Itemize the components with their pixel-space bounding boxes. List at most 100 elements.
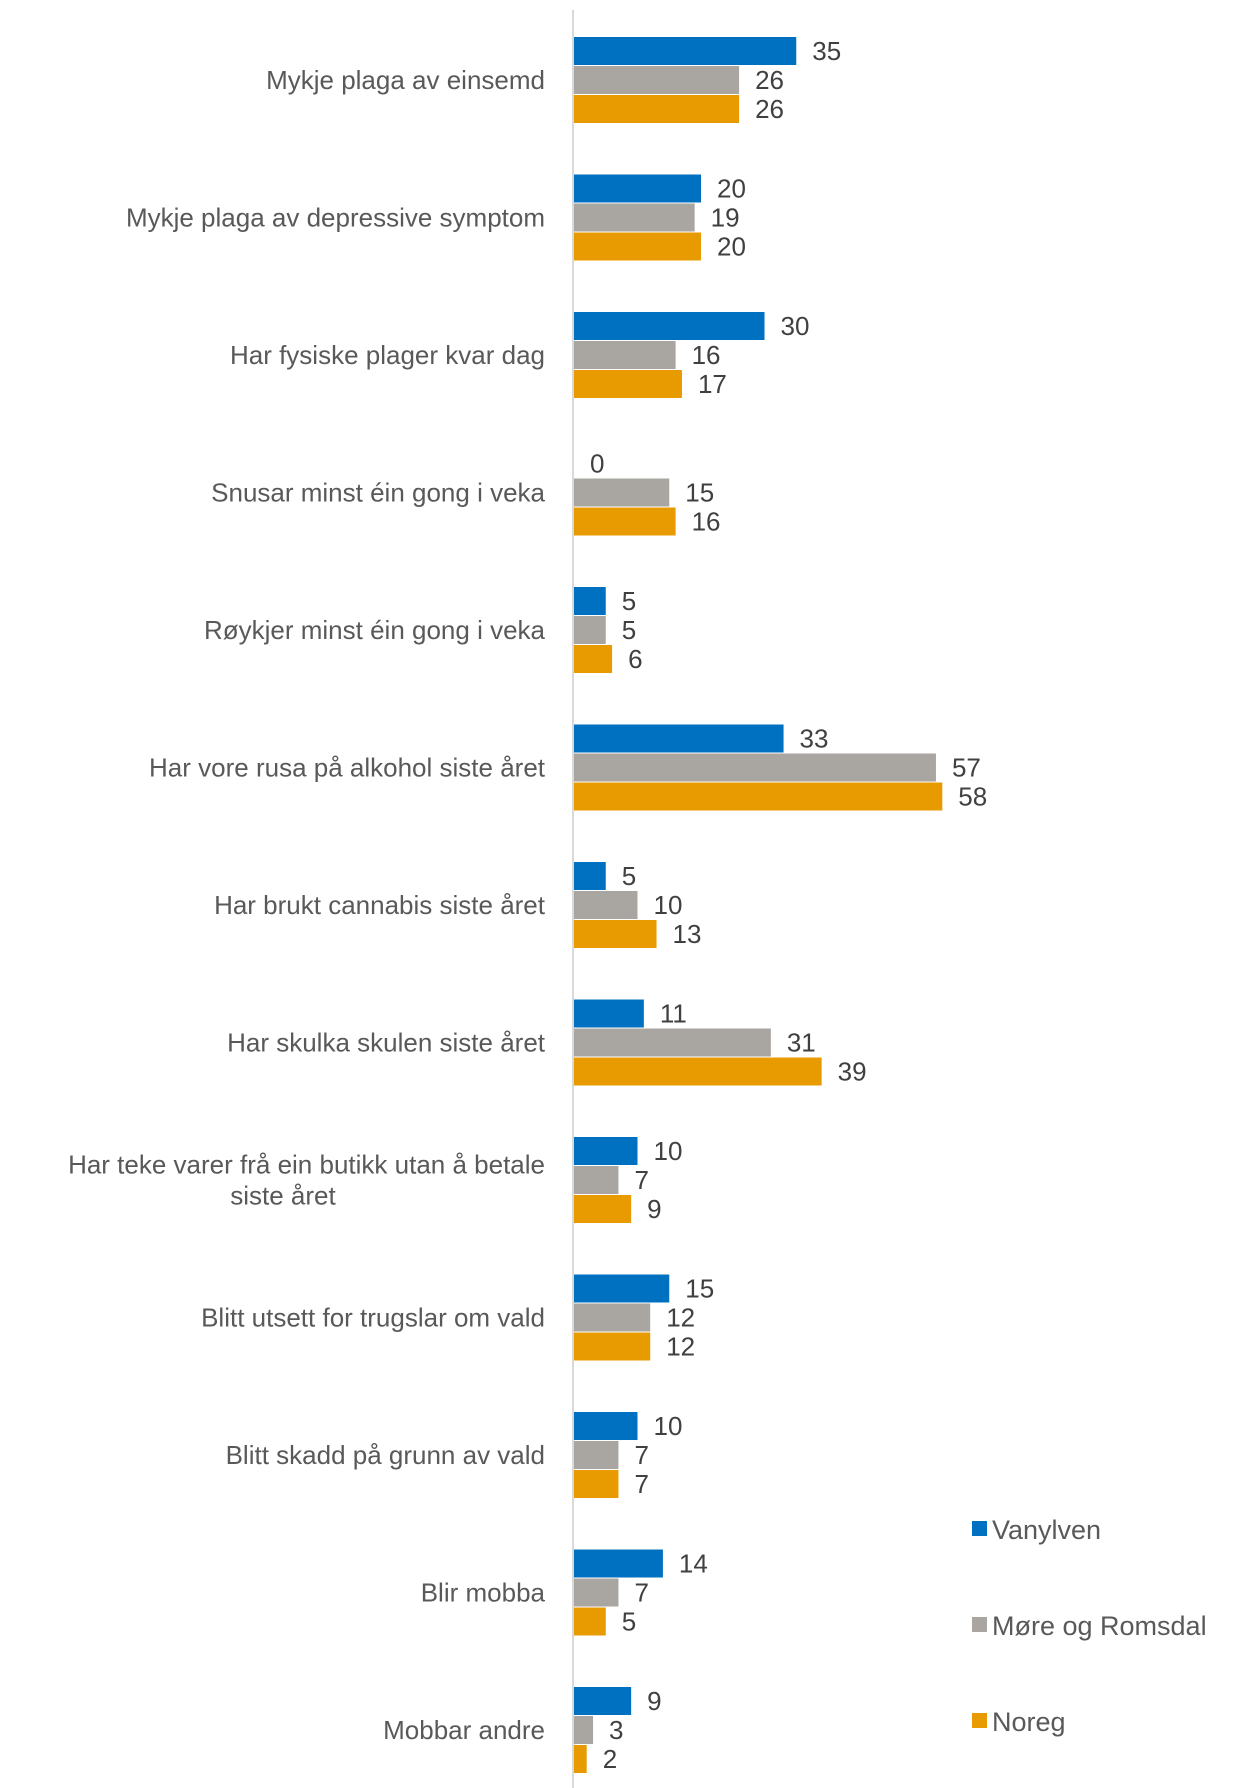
bar-møre-og-romsdal bbox=[574, 1303, 651, 1332]
data-label: 3 bbox=[609, 1715, 623, 1745]
bar-vanylven bbox=[574, 1412, 638, 1440]
data-label: 57 bbox=[952, 753, 981, 783]
category-label: Har skulka skulen siste året bbox=[227, 1028, 546, 1058]
category-label: Har vore rusa på alkohol siste året bbox=[149, 753, 546, 783]
legend-swatch bbox=[972, 1617, 987, 1632]
data-label: 26 bbox=[755, 94, 784, 124]
bar-noreg bbox=[574, 370, 682, 398]
bar-noreg bbox=[574, 645, 613, 673]
data-label: 10 bbox=[654, 890, 683, 920]
data-label: 58 bbox=[958, 782, 987, 812]
bar-møre-og-romsdal bbox=[574, 203, 695, 232]
bar-vanylven bbox=[574, 1274, 670, 1303]
data-label: 9 bbox=[647, 1686, 661, 1716]
bar-vanylven bbox=[574, 312, 765, 340]
category-label-line: Snusar minst éin gong i veka bbox=[211, 478, 545, 508]
bar-noreg bbox=[574, 1470, 619, 1498]
data-label: 0 bbox=[590, 449, 604, 479]
category-label: Har fysiske plager kvar dag bbox=[230, 340, 545, 370]
data-label: 7 bbox=[634, 1165, 648, 1195]
bar-møre-og-romsdal bbox=[574, 1716, 594, 1744]
bar-noreg bbox=[574, 507, 676, 536]
data-label: 20 bbox=[717, 174, 746, 204]
bar-møre-og-romsdal bbox=[574, 478, 670, 507]
data-label: 16 bbox=[692, 507, 721, 537]
bar-vanylven bbox=[574, 862, 606, 890]
category-label: Mobbar andre bbox=[383, 1715, 545, 1745]
category-label-line: Blitt utsett for trugslar om vald bbox=[201, 1303, 545, 1333]
category-label-line: Mykje plaga av depressive symptom bbox=[126, 203, 545, 233]
data-label: 5 bbox=[622, 586, 636, 616]
bar-noreg bbox=[574, 920, 657, 948]
category-label: Mykje plaga av depressive symptom bbox=[126, 203, 545, 233]
bar-noreg bbox=[574, 1607, 606, 1636]
bar-møre-og-romsdal bbox=[574, 1166, 619, 1194]
data-label: 5 bbox=[622, 615, 636, 645]
bar-noreg bbox=[574, 1057, 822, 1086]
bar-møre-og-romsdal bbox=[574, 341, 676, 369]
legend-label: Møre og Romsdal bbox=[992, 1611, 1207, 1641]
bar-noreg bbox=[574, 1195, 632, 1223]
category-label-line: Blir mobba bbox=[421, 1578, 546, 1608]
category-label: Har brukt cannabis siste året bbox=[214, 890, 546, 920]
bars-layer bbox=[574, 37, 943, 1773]
bar-vanylven bbox=[574, 174, 701, 203]
bar-møre-og-romsdal bbox=[574, 1441, 619, 1469]
bar-møre-og-romsdal bbox=[574, 66, 740, 94]
bar-møre-og-romsdal bbox=[574, 1578, 619, 1607]
bar-vanylven bbox=[574, 37, 797, 65]
data-label: 7 bbox=[634, 1440, 648, 1470]
bar-vanylven bbox=[574, 999, 644, 1028]
data-label: 10 bbox=[654, 1136, 683, 1166]
category-label: Har teke varer frå ein butikk utan å bet… bbox=[68, 1150, 545, 1211]
data-label: 10 bbox=[654, 1411, 683, 1441]
data-label: 17 bbox=[698, 369, 727, 399]
bar-noreg bbox=[574, 95, 740, 123]
category-label: Røykjer minst éin gong i veka bbox=[204, 615, 546, 645]
legend-swatch bbox=[972, 1521, 987, 1536]
bar-møre-og-romsdal bbox=[574, 616, 606, 644]
data-label: 19 bbox=[711, 203, 740, 233]
legend-swatch bbox=[972, 1713, 987, 1728]
data-label: 39 bbox=[838, 1057, 867, 1087]
category-label-line: Mobbar andre bbox=[383, 1715, 545, 1745]
data-label: 9 bbox=[647, 1194, 661, 1224]
data-label: 31 bbox=[787, 1028, 816, 1058]
bar-vanylven bbox=[574, 1549, 663, 1578]
category-label-line: Har vore rusa på alkohol siste året bbox=[149, 753, 546, 783]
data-label: 13 bbox=[673, 919, 702, 949]
data-label: 11 bbox=[660, 999, 687, 1029]
bar-møre-og-romsdal bbox=[574, 753, 936, 782]
data-label: 14 bbox=[679, 1549, 708, 1579]
category-label-line: Blitt skadd på grunn av vald bbox=[226, 1440, 545, 1470]
category-label: Blitt skadd på grunn av vald bbox=[226, 1440, 545, 1470]
category-label: Mykje plaga av einsemd bbox=[266, 65, 545, 95]
category-label-line: Har fysiske plager kvar dag bbox=[230, 340, 545, 370]
data-label: 7 bbox=[634, 1578, 648, 1608]
category-label: Snusar minst éin gong i veka bbox=[211, 478, 545, 508]
data-label: 7 bbox=[634, 1469, 648, 1499]
data-label: 6 bbox=[628, 644, 642, 674]
category-label: Blir mobba bbox=[421, 1578, 546, 1608]
data-label: 15 bbox=[685, 1274, 714, 1304]
data-label: 33 bbox=[800, 724, 829, 754]
legend-label: Noreg bbox=[992, 1707, 1066, 1737]
category-label-line: Har teke varer frå ein butikk utan å bet… bbox=[68, 1150, 545, 1180]
bar-vanylven bbox=[574, 1137, 638, 1165]
data-label: 20 bbox=[717, 232, 746, 262]
data-label: 35 bbox=[812, 36, 841, 66]
data-label: 12 bbox=[666, 1303, 695, 1333]
category-label-line: Har brukt cannabis siste året bbox=[214, 890, 546, 920]
category-label-line: Mykje plaga av einsemd bbox=[266, 65, 545, 95]
data-label: 26 bbox=[755, 65, 784, 95]
bar-vanylven bbox=[574, 1687, 632, 1715]
category-label-line: Har skulka skulen siste året bbox=[227, 1028, 546, 1058]
bar-noreg bbox=[574, 232, 701, 261]
bar-noreg bbox=[574, 1332, 651, 1361]
bar-vanylven bbox=[574, 724, 784, 753]
bar-møre-og-romsdal bbox=[574, 891, 638, 919]
data-label: 15 bbox=[685, 478, 714, 508]
category-label-line: siste året bbox=[230, 1181, 336, 1211]
